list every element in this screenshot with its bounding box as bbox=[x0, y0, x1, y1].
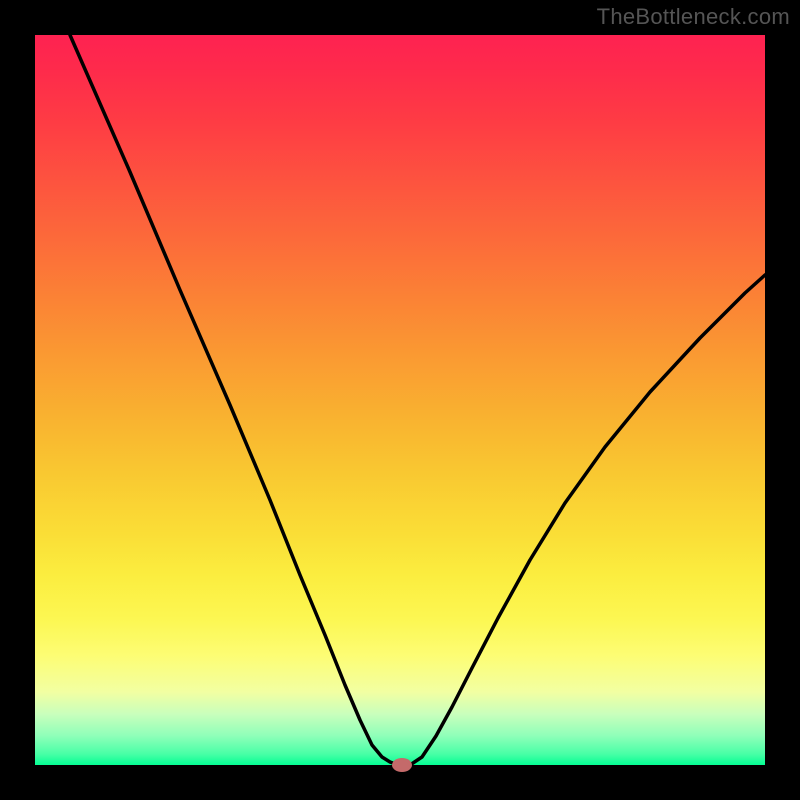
plot-background bbox=[35, 35, 765, 765]
bottleneck-chart bbox=[0, 0, 800, 800]
watermark-text: TheBottleneck.com bbox=[597, 4, 790, 30]
optimal-point-marker bbox=[392, 758, 412, 772]
chart-container: TheBottleneck.com bbox=[0, 0, 800, 800]
